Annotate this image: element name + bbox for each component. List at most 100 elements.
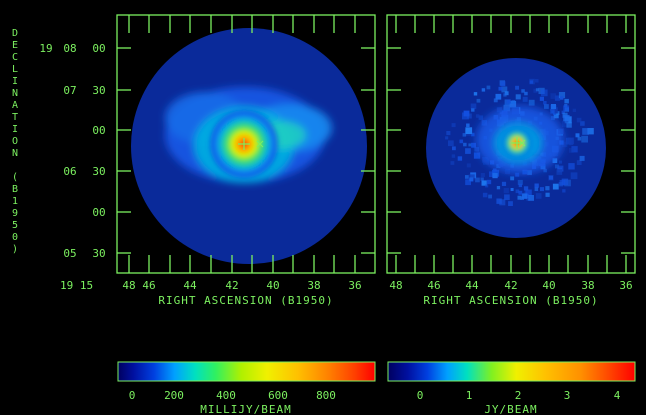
noise-pixel [446,131,451,136]
noise-pixel [470,103,477,110]
noise-pixel [503,93,507,97]
noise-pixel [478,115,484,120]
noise-pixel [539,96,544,101]
declination-label-char: 5 [12,220,18,231]
noise-pixel [518,190,523,195]
noise-pixel [562,141,568,147]
noise-pixel [577,136,582,141]
noise-pixel [554,95,561,101]
noise-pixel [445,136,449,140]
noise-pixel [581,135,588,143]
right-colorbar-unit: JY/BEAM [484,403,537,415]
noise-pixel [471,142,476,148]
right-map-panel [386,14,636,274]
dec-tick-label: 06 [63,165,76,178]
noise-pixel [495,93,502,100]
noise-pixel [465,148,471,154]
noise-pixel [569,148,574,153]
ra-tick-label: 46 [142,279,155,292]
noise-pixel [521,89,525,93]
dec-tick-label: 00 [92,42,105,55]
right-colorbar: 0 1 2 3 4 JY/BEAM [387,361,636,415]
left-colorbar: 0 200 400 600 800 MILLIJY/BEAM [117,361,376,415]
ra-tick-label: 38 [581,279,594,292]
noise-pixel [466,123,470,127]
noise-pixel [515,189,520,194]
noise-pixel [480,177,484,181]
noise-pixel [563,114,570,122]
noise-pixel [570,172,578,180]
dec-tick-label: 00 [92,124,105,137]
noise-pixel [486,179,492,185]
ra-tick-label: 48 [122,279,135,292]
noise-pixel [528,195,534,201]
noise-pixel [550,104,556,110]
noise-pixel [488,194,492,199]
noise-pixel [520,196,524,200]
noise-pixel [552,183,559,190]
noise-pixel [534,187,539,191]
noise-pixel [556,169,563,175]
noise-pixel [493,98,498,103]
noise-pixel [504,194,510,200]
ra-tick-label: 44 [465,279,479,292]
noise-pixel [524,91,528,96]
noise-pixel [473,152,481,159]
noise-pixel [568,163,575,170]
noise-pixel [492,172,498,179]
noise-pixel [521,193,528,199]
noise-pixel [575,133,580,138]
noise-pixel [540,187,544,192]
noise-pixel [529,80,533,84]
dec-tick-label: 30 [92,247,105,260]
noise-pixel [481,88,486,92]
dec-tick-label: 30 [92,165,105,178]
noise-pixel [448,140,454,147]
right-ra-axis-label: RIGHT ASCENSION (B1950) [423,294,598,307]
left-map-panel [116,14,376,274]
noise-pixel [561,120,569,128]
noise-pixel [468,143,472,147]
noise-pixel [562,189,566,193]
noise-pixel [476,98,481,103]
noise-pixel [550,109,555,114]
left-panel-frame [116,14,376,274]
noise-pixel [489,171,495,177]
noise-pixel [508,201,513,206]
noise-pixel [506,99,511,104]
noise-pixel [561,110,565,114]
noise-pixel [501,86,508,93]
noise-pixel [511,100,516,104]
noise-pixel [450,161,455,165]
noise-pixel [517,195,522,200]
left-colorbar-ticks: 0 200 400 600 800 [129,389,336,402]
noise-pixel [515,94,521,100]
noise-pixel [465,127,473,134]
noise-pixel [496,186,501,190]
noise-pixel [518,183,522,188]
noise-pixel [550,93,557,99]
ra-tick-label: 48 [389,279,402,292]
colorbar-tick-label: 3 [564,389,571,402]
noise-pixel [462,133,467,137]
noise-pixel [558,182,564,187]
noise-pixel [523,186,529,191]
noise-pixel [471,108,475,112]
noise-pixel [482,192,488,198]
noise-pixel [498,86,503,91]
declination-label-char: B [12,184,18,195]
right-source-marker-plus [511,137,523,149]
declination-label-char: L [12,64,18,75]
colorbar-tick-label: 200 [164,389,184,402]
declination-tick-labels: 19 08 00 07 30 00 06 30 00 05 30 [39,42,105,260]
noise-pixel [543,101,547,105]
noise-pixel [545,186,550,191]
ra-tick-label: 36 [348,279,361,292]
noise-pixel [465,175,469,179]
noise-pixel [564,98,569,104]
ra-hour-prefix: 19 15 [60,279,93,292]
noise-pixel [452,146,456,151]
noise-pixel [582,128,589,135]
right-ra-tick-labels: 48 46 44 42 40 38 36 [389,279,632,292]
noise-pixel [473,92,478,96]
